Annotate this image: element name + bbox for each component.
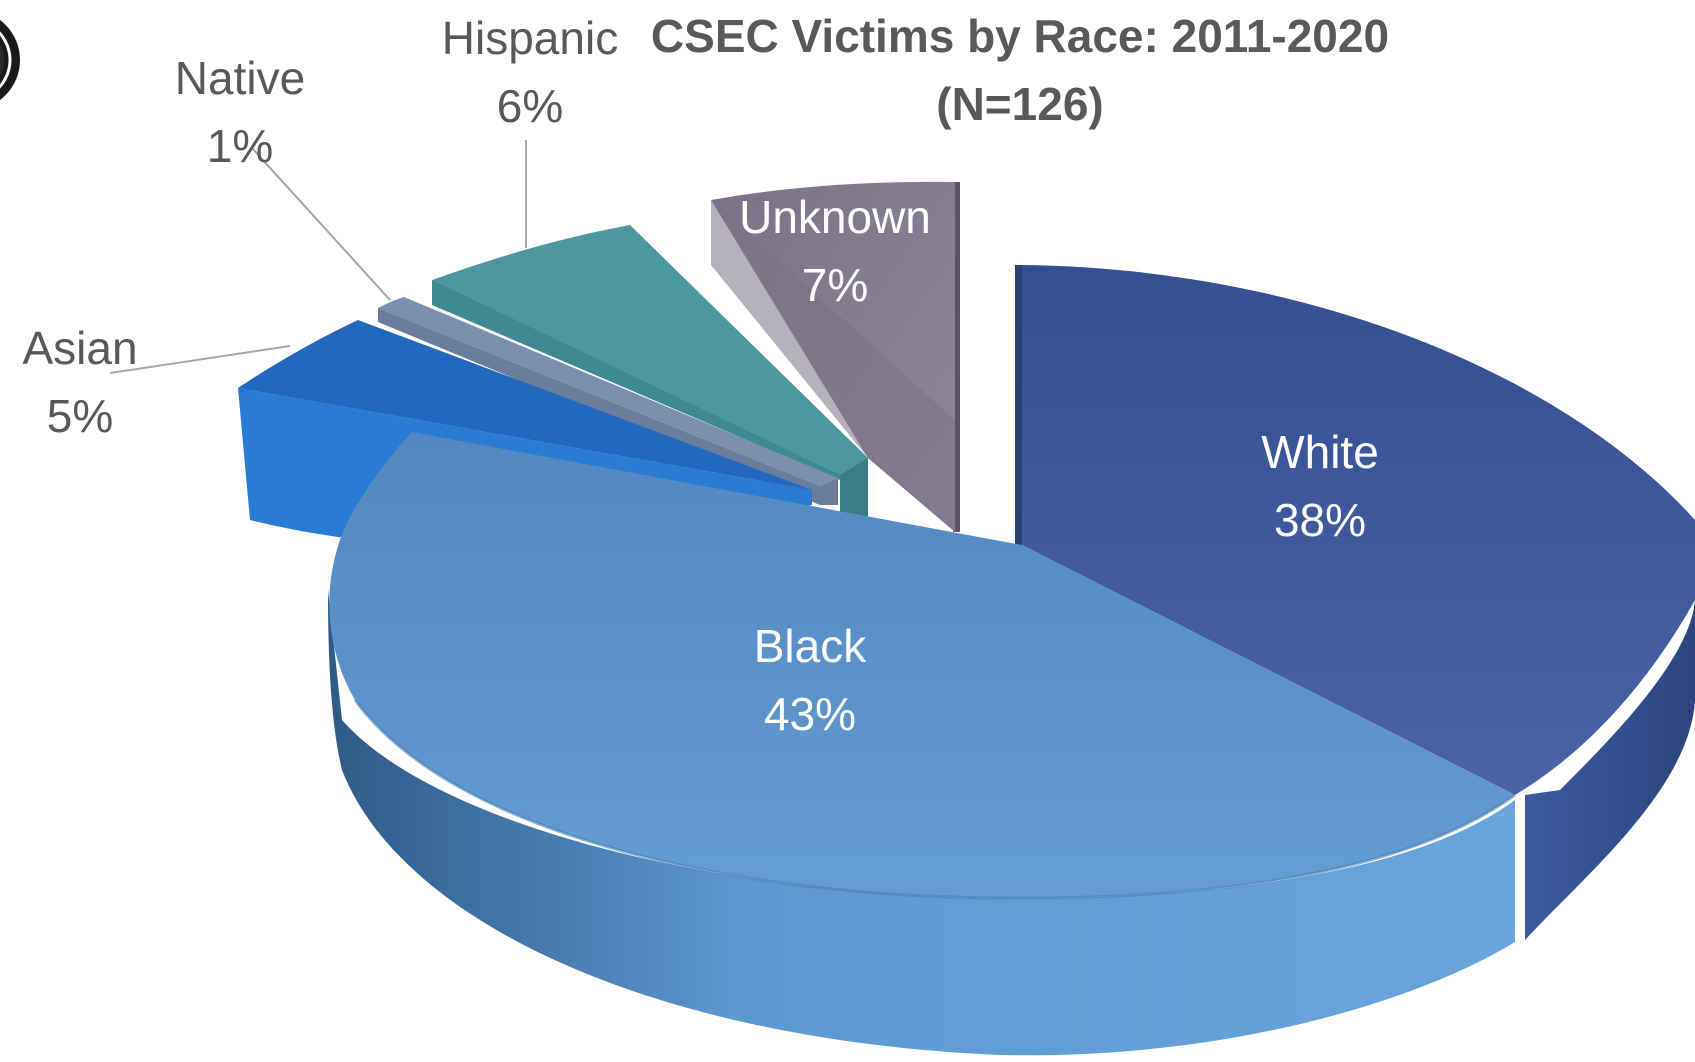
slice-white-top xyxy=(1022,265,1695,795)
slice-black-top xyxy=(329,432,1515,899)
slice-black xyxy=(328,432,1516,1056)
label-value: 5% xyxy=(46,390,114,442)
label-name: Hispanic xyxy=(441,12,619,64)
label-value: 43% xyxy=(763,688,857,740)
slice-unknown xyxy=(711,181,960,532)
slice-black-side xyxy=(328,590,1515,1056)
slice-white-edge xyxy=(1015,265,1022,545)
label-value: 7% xyxy=(801,259,869,311)
chart-title-line: CSEC Victims by Race: 2011-2020 xyxy=(650,10,1390,62)
slice-white-side xyxy=(1525,600,1695,940)
chart-subtitle: (N=126) xyxy=(936,78,1104,130)
label-name: Black xyxy=(753,620,867,672)
label-value: 1% xyxy=(206,120,274,172)
label-name: Asian xyxy=(22,322,138,374)
slice-native-top xyxy=(378,297,838,486)
slice-black-rim xyxy=(353,699,1516,900)
slice-hispanic-face xyxy=(840,458,868,520)
slice-native xyxy=(378,297,838,505)
label-value: 6% xyxy=(496,80,564,132)
slice-hispanic-top xyxy=(432,225,868,475)
slice-hispanic xyxy=(432,225,868,520)
leader-line-asian xyxy=(109,345,291,374)
data-label-white: White 38% xyxy=(1200,418,1440,554)
data-label-asian: Asian 5% xyxy=(0,314,160,450)
chart-title: CSEC Victims by Race: 2011-2020 (N=126) xyxy=(580,2,1460,138)
slice-hispanic-side xyxy=(432,280,868,518)
label-name: Unknown xyxy=(739,191,931,243)
seal-logo xyxy=(0,20,20,100)
label-name: Native xyxy=(174,52,306,104)
leader-lines xyxy=(109,140,527,374)
slice-asian-top xyxy=(238,320,812,490)
slice-white xyxy=(1015,265,1695,940)
data-label-unknown: Unknown 7% xyxy=(700,183,970,319)
slice-native-side xyxy=(378,308,838,505)
data-label-black: Black 43% xyxy=(680,612,940,748)
data-label-hispanic: Hispanic 6% xyxy=(400,4,660,140)
slice-unknown-shade xyxy=(711,200,955,532)
label-name: White xyxy=(1261,426,1379,478)
label-value: 38% xyxy=(1273,494,1367,546)
leader-line-native xyxy=(251,147,391,301)
data-label-native: Native 1% xyxy=(120,44,360,180)
